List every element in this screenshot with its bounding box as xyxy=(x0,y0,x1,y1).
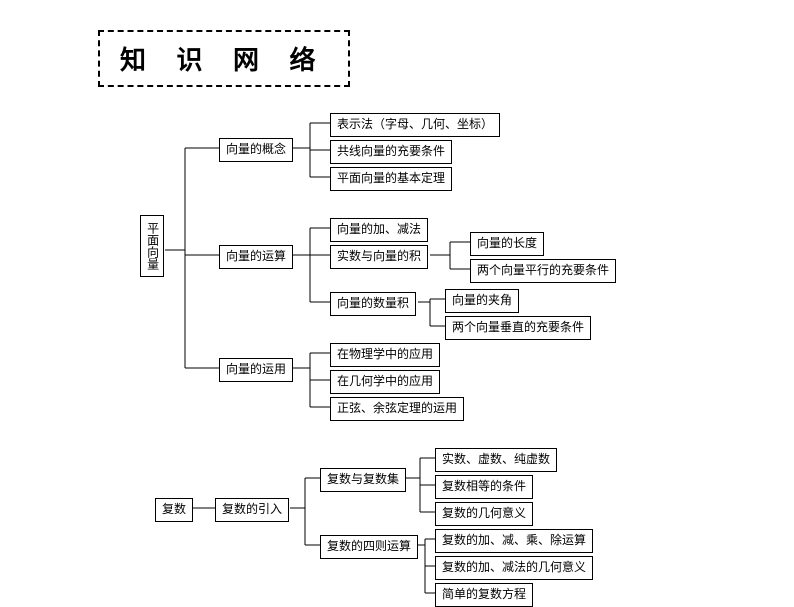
node-text: 向量的长度 xyxy=(477,236,537,250)
node-text: 简单的复数方程 xyxy=(442,587,526,601)
t2-b0-l2: 复数的几何意义 xyxy=(435,502,533,526)
node-text: 复数的四则运算 xyxy=(327,539,411,553)
node-text: 复数 xyxy=(162,502,186,516)
tree1-root-text: 平面向量 xyxy=(146,222,160,270)
node-text: 两个向量平行的充要条件 xyxy=(477,263,609,277)
node-text: 复数的几何意义 xyxy=(442,506,526,520)
node-text: 在几何学中的应用 xyxy=(337,374,433,388)
t2-b1-l0: 复数的加、减、乘、除运算 xyxy=(435,529,593,553)
t1-b2-l2: 正弦、余弦定理的运用 xyxy=(330,397,464,421)
t1-b0: 向量的概念 xyxy=(219,138,293,162)
t1-b1-s0-l1: 两个向量平行的充要条件 xyxy=(470,259,616,283)
t1-b0-l1: 共线向量的充要条件 xyxy=(330,140,452,164)
node-text: 平面向量的基本定理 xyxy=(337,171,445,185)
t1-b1: 向量的运算 xyxy=(219,245,293,269)
node-text: 向量的夹角 xyxy=(452,293,512,307)
node-text: 向量的运算 xyxy=(226,249,286,263)
node-text: 共线向量的充要条件 xyxy=(337,144,445,158)
t2-b1-l2: 简单的复数方程 xyxy=(435,583,533,607)
node-text: 在物理学中的应用 xyxy=(337,347,433,361)
node-text: 向量的加、减法 xyxy=(337,222,421,236)
t1-b1-l1: 实数与向量的积 xyxy=(330,245,428,269)
t1-b1-s0-l0: 向量的长度 xyxy=(470,232,544,256)
tree1-root: 平面向量 xyxy=(140,215,164,277)
t1-b1-s1-l1: 两个向量垂直的充要条件 xyxy=(445,316,591,340)
node-text: 复数相等的条件 xyxy=(442,479,526,493)
tree2-root: 复数 xyxy=(155,498,193,522)
t2-b1-l1: 复数的加、减法的几何意义 xyxy=(435,556,593,580)
t1-b2: 向量的运用 xyxy=(219,358,293,382)
node-text: 向量的运用 xyxy=(226,362,286,376)
t1-b2-l1: 在几何学中的应用 xyxy=(330,370,440,394)
t1-b0-l2: 平面向量的基本定理 xyxy=(330,167,452,191)
node-text: 实数、虚数、纯虚数 xyxy=(442,452,550,466)
t2-b0-l0: 实数、虚数、纯虚数 xyxy=(435,448,557,472)
node-text: 复数与复数集 xyxy=(327,472,399,486)
t1-b1-l2: 向量的数量积 xyxy=(330,292,416,316)
node-text: 实数与向量的积 xyxy=(337,249,421,263)
t1-b1-s1-l0: 向量的夹角 xyxy=(445,289,519,313)
node-text: 复数的加、减法的几何意义 xyxy=(442,560,586,574)
t1-b0-l0: 表示法（字母、几何、坐标） xyxy=(330,113,500,137)
title-box: 知 识 网 络 xyxy=(98,30,350,87)
node-text: 向量的数量积 xyxy=(337,296,409,310)
node-text: 复数的引入 xyxy=(222,502,282,516)
t2-b0: 复数与复数集 xyxy=(320,468,406,492)
title-text: 知 识 网 络 xyxy=(120,46,328,75)
t1-b2-l0: 在物理学中的应用 xyxy=(330,343,440,367)
node-text: 复数的加、减、乘、除运算 xyxy=(442,533,586,547)
t2-b0-l1: 复数相等的条件 xyxy=(435,475,533,499)
node-text: 向量的概念 xyxy=(226,142,286,156)
t1-b1-l0: 向量的加、减法 xyxy=(330,218,428,242)
t2-b1: 复数的四则运算 xyxy=(320,535,418,559)
node-text: 正弦、余弦定理的运用 xyxy=(337,401,457,415)
node-text: 表示法（字母、几何、坐标） xyxy=(337,117,493,131)
node-text: 两个向量垂直的充要条件 xyxy=(452,320,584,334)
tree2-mid: 复数的引入 xyxy=(215,498,289,522)
